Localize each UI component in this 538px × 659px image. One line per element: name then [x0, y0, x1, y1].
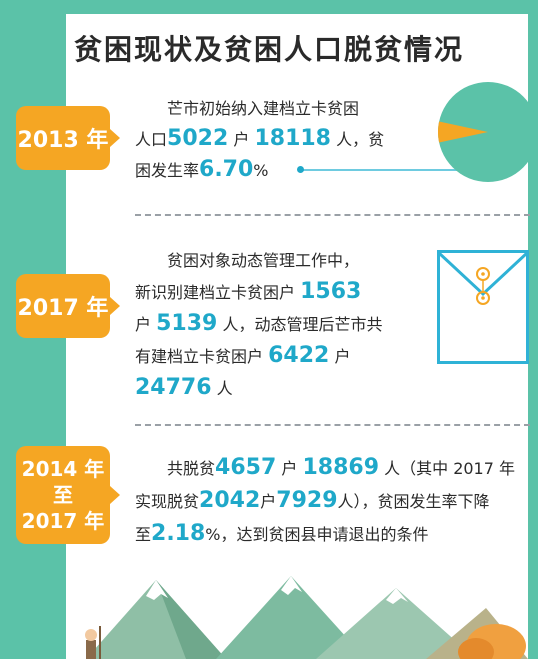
new-households-number: 1563	[300, 279, 362, 304]
farmer-head	[85, 629, 97, 641]
final-rate-number: 2.18	[151, 521, 206, 546]
year-tag-2014-2017: 2014 年 至 2017 年	[16, 446, 120, 544]
year-tag-2017: 2017 年	[16, 274, 120, 338]
year-label-end: 2017 年	[21, 509, 105, 533]
mountain	[316, 588, 476, 659]
top-border	[0, 0, 538, 14]
year-tag-2013: 2013 年	[16, 106, 120, 170]
text-line: 户 5139 人，动态管理后芒市共	[135, 311, 383, 336]
farmer-figure	[86, 640, 96, 659]
year-label: 2013 年	[17, 128, 109, 153]
new-people-number: 5139	[156, 311, 218, 336]
year-label: 2017 年	[17, 296, 109, 321]
text-line: 有建档立卡贫困户 6422 户	[135, 343, 351, 368]
tag-pointer	[110, 129, 120, 147]
snow-cap	[386, 588, 408, 604]
text-line: 至2.18%，达到贫困县申请退出的条件	[135, 521, 429, 546]
divider	[135, 214, 530, 216]
total-people-number: 24776	[135, 375, 212, 400]
section-2017-text: 贫困对象动态管理工作中， 新识别建档立卡贫困户 1563 户 5139 人，动态…	[135, 245, 382, 404]
lifted-households-number: 4657	[215, 455, 277, 480]
text-line: 人口5022 户 18118 人，贫	[135, 126, 385, 151]
divider	[135, 424, 530, 426]
snow-cap	[146, 580, 168, 600]
connector-line	[302, 169, 460, 171]
year-label-to: 至	[53, 483, 73, 507]
mountain-shade	[156, 580, 226, 659]
rate-number: 6.70	[199, 157, 254, 182]
right-border	[528, 0, 538, 659]
text-line: 芒市初始纳入建档立卡贫困	[167, 99, 360, 118]
pie-slice-poverty-rate	[438, 121, 488, 143]
file-folder-icon	[437, 250, 529, 364]
connector-dot	[297, 166, 304, 173]
tag-pointer	[110, 297, 120, 315]
snow-cap	[281, 576, 302, 595]
section-2013-text: 芒市初始纳入建档立卡贫困 人口5022 户 18118 人，贫 困发生率6.70…	[135, 94, 384, 186]
mountain	[216, 576, 366, 659]
text-line: 贫困对象动态管理工作中，	[167, 251, 360, 270]
lifted-people-number: 18869	[302, 455, 380, 480]
lifted-2017-households-number: 2042	[199, 488, 261, 513]
mountain-landscape-illustration	[85, 576, 528, 659]
year-label-start: 2014 年	[21, 457, 105, 481]
total-households-number: 6422	[268, 343, 330, 368]
section-2014-2017-text: 共脱贫4657 户 18869 人（其中 2017 年 实现脱贫2042户792…	[135, 452, 515, 551]
tag-pointer	[110, 486, 120, 504]
text-line: 24776 人	[135, 375, 233, 400]
page-title: 贫困现状及贫困人口脱贫情况	[73, 33, 464, 66]
text-line: 新识别建档立卡贫困户 1563	[135, 279, 362, 304]
people-number: 18118	[254, 126, 331, 151]
text-line: 困发生率6.70%	[135, 157, 269, 182]
text-line: 实现脱贫2042户7929人），贫困发生率下降	[135, 488, 490, 513]
text-line: 共脱贫4657 户 18869 人（其中 2017 年	[167, 455, 516, 480]
households-number: 5022	[167, 126, 229, 151]
poverty-rate-pie-chart	[438, 82, 538, 182]
autumn-tree	[458, 638, 494, 659]
lifted-2017-people-number: 7929	[276, 488, 338, 513]
